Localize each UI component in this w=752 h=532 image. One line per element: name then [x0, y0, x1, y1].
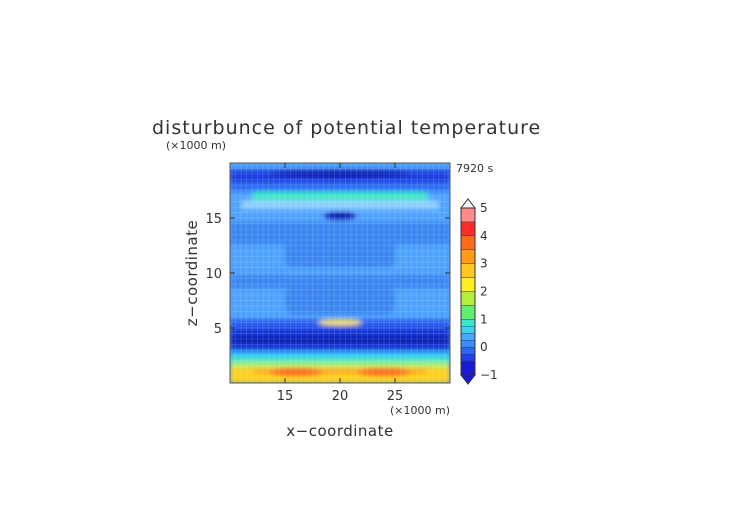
colorbar-bin: [460, 207, 476, 223]
field-feature: [356, 368, 412, 376]
colorbar-bin: [460, 360, 476, 376]
y-axis-unit: (×1000 m): [166, 139, 226, 152]
colorbar-bin: [460, 305, 476, 320]
colorbar-bin: [460, 221, 476, 237]
colorbar: −1 0 1 2 3 4 5: [459, 198, 498, 385]
colorbar-tick-label: 1: [480, 312, 488, 326]
colorbar-bin: [460, 235, 476, 250]
colorbar-bin: [460, 340, 476, 348]
field-feature: [324, 211, 356, 220]
field-band: [241, 200, 439, 210]
colorbar-bin: [460, 319, 476, 327]
field-band: [230, 222, 450, 245]
field-band: [230, 182, 450, 192]
x-axis: 15 20 25: [277, 163, 404, 404]
colorbar-bin: [460, 249, 476, 264]
colorbar-tick-label: 2: [480, 285, 488, 299]
field-band: [230, 275, 450, 289]
heatmap-field: [230, 169, 450, 383]
y-tick-label: 5: [214, 322, 222, 337]
grid-lines: [230, 163, 450, 383]
x-axis-label: x−coordinate: [286, 422, 393, 440]
field-feature: [270, 170, 410, 178]
field-band: [230, 343, 450, 352]
colorbar-min-arrow: [459, 374, 477, 385]
y-tick-label: 15: [205, 212, 222, 227]
field-band: [230, 362, 450, 368]
colorbar-bin: [460, 346, 476, 355]
colorbar-tick-label: 4: [480, 229, 488, 243]
field-band: [230, 356, 450, 363]
x-axis-unit: (×1000 m): [390, 404, 450, 417]
colorbar-tick-label: 0: [480, 340, 488, 354]
field-band: [230, 351, 450, 357]
field-band: [230, 328, 450, 336]
colorbar-bin: [460, 353, 476, 362]
colorbar-bin: [460, 263, 476, 278]
field-band: [252, 191, 428, 202]
y-axis: 5 10 15: [205, 212, 450, 337]
field-band: [285, 286, 395, 315]
x-tick-label: 20: [332, 389, 349, 404]
x-tick-label: 15: [277, 389, 294, 404]
chart-title: disturbunce of potential temperature: [152, 117, 541, 139]
colorbar-max-arrow: [459, 198, 477, 209]
colorbar-tick-label: −1: [480, 368, 498, 382]
field-band: [230, 335, 450, 344]
x-tick-label: 25: [387, 389, 404, 404]
field-feature: [268, 368, 324, 376]
colorbar-tick-label: 3: [480, 257, 488, 271]
colorbar-tick-label: 5: [480, 201, 488, 215]
y-tick-label: 10: [205, 267, 222, 282]
colorbar-bin: [460, 277, 476, 292]
y-axis-label: z−coordinate: [183, 220, 201, 326]
colorbar-bin: [460, 291, 476, 306]
time-label: 7920 s: [456, 162, 493, 175]
field-band: [285, 235, 395, 268]
plot-area: [230, 163, 450, 383]
colorbar-bin: [460, 333, 476, 341]
field-feature: [318, 319, 362, 326]
colorbar-bin: [460, 326, 476, 334]
